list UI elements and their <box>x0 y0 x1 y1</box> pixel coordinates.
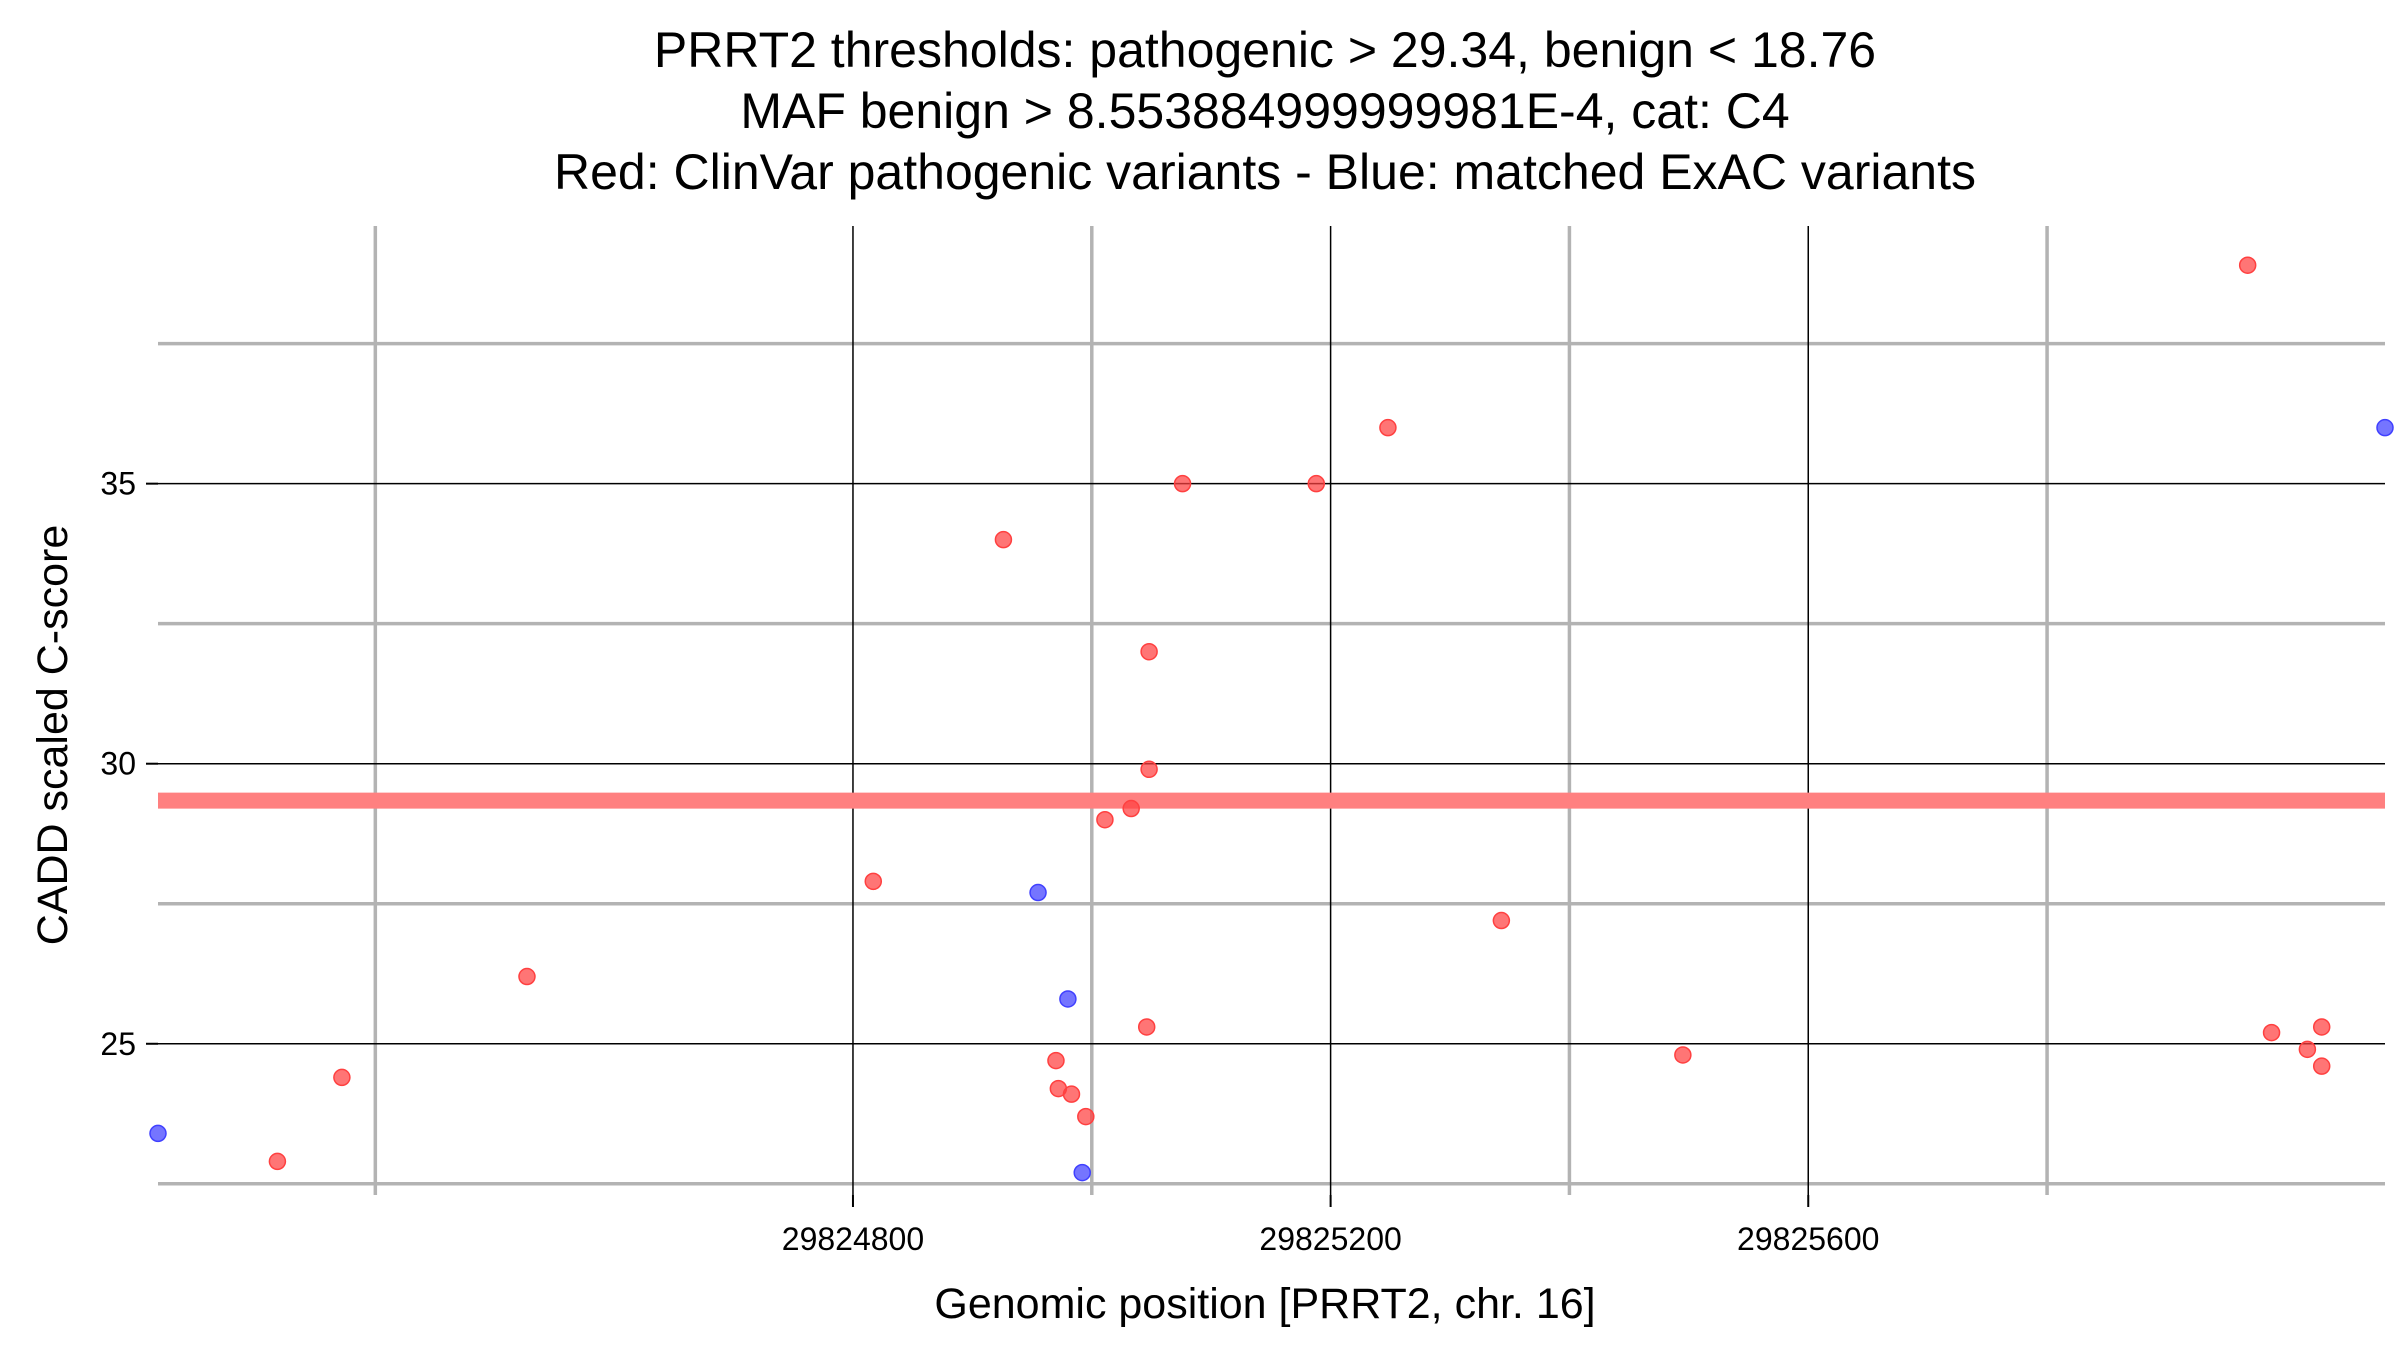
clinvar-pathogenic-point <box>1096 810 1114 829</box>
clinvar-pathogenic-point <box>2312 1057 2331 1075</box>
clinvar-pathogenic-point <box>1379 418 1397 437</box>
y-axis-title: CADD scaled C-score <box>29 525 77 946</box>
x-tick-label: 29824800 <box>782 1221 924 1257</box>
y-tick-label: 25 <box>100 1026 136 1062</box>
x-axis-ticks: 29824800 29825200 29825600 <box>782 1195 1879 1257</box>
clinvar-pathogenic-point <box>2312 1018 2331 1036</box>
y-axis-ticks: 25 30 35 <box>100 466 158 1062</box>
minor-gridlines <box>158 226 2385 1195</box>
clinvar-pathogenic-point <box>268 1152 287 1171</box>
x-tick-label: 29825600 <box>1737 1221 1879 1257</box>
exac-variant-point <box>1059 990 1077 1008</box>
clinvar-pathogenic-point <box>1173 474 1192 493</box>
exac-variant-point <box>1073 1163 1091 1182</box>
data-points <box>149 256 2394 1182</box>
exac-variant-point <box>1029 883 1047 902</box>
clinvar-pathogenic-point <box>1492 911 1511 930</box>
major-gridlines <box>158 226 2385 1195</box>
clinvar-pathogenic-point <box>2298 1040 2317 1059</box>
clinvar-pathogenic-point <box>1122 799 1140 818</box>
y-tick-label: 30 <box>100 746 136 782</box>
x-axis-title: Genomic position [PRRT2, chr. 16] <box>934 1280 1595 1328</box>
clinvar-pathogenic-point <box>2262 1023 2281 1042</box>
clinvar-pathogenic-point <box>1062 1085 1081 1103</box>
clinvar-pathogenic-point <box>1077 1107 1095 1126</box>
clinvar-pathogenic-point <box>518 967 536 986</box>
title-line-3: Red: ClinVar pathogenic variants - Blue:… <box>554 144 1976 200</box>
clinvar-pathogenic-point <box>1047 1051 1065 1070</box>
exac-variant-point <box>149 1124 167 1143</box>
title-line-2: MAF benign > 8.553884999999981E-4, cat: … <box>740 83 1789 139</box>
exac-variant-point <box>2376 418 2394 437</box>
clinvar-pathogenic-point <box>1140 760 1158 779</box>
clinvar-pathogenic-point <box>994 530 1013 549</box>
clinvar-pathogenic-point <box>864 872 883 891</box>
clinvar-pathogenic-point <box>1137 1018 1156 1036</box>
clinvar-pathogenic-point <box>2238 256 2257 274</box>
clinvar-pathogenic-point <box>1140 642 1158 661</box>
clinvar-pathogenic-point <box>1307 474 1326 493</box>
chart-title: PRRT2 thresholds: pathogenic > 29.34, be… <box>554 22 1976 200</box>
clinvar-pathogenic-point <box>333 1068 351 1087</box>
title-line-1: PRRT2 thresholds: pathogenic > 29.34, be… <box>654 22 1876 78</box>
y-tick-label: 35 <box>100 466 136 502</box>
clinvar-pathogenic-point <box>1674 1046 1692 1064</box>
x-tick-label: 29825200 <box>1259 1221 1401 1257</box>
